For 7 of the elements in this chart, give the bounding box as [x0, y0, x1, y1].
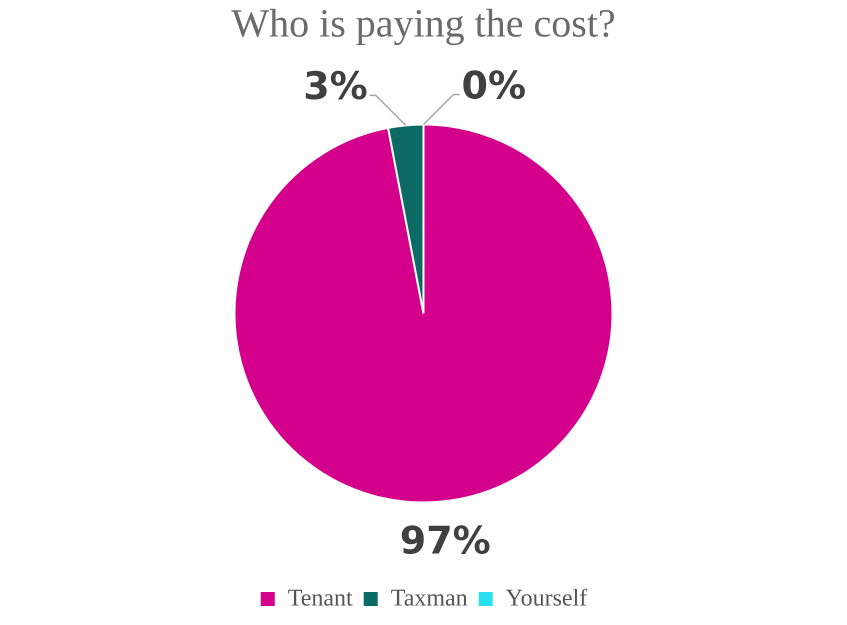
legend-label: Taxman: [390, 585, 468, 612]
legend-label: Tenant: [288, 585, 354, 612]
text: 0%: [462, 63, 526, 108]
chart-title: Who is paying the cost?: [231, 0, 616, 46]
data-label: 3%: [303, 64, 368, 108]
data-label: 97%: [400, 518, 491, 562]
legend-label: Yourself: [506, 585, 588, 612]
